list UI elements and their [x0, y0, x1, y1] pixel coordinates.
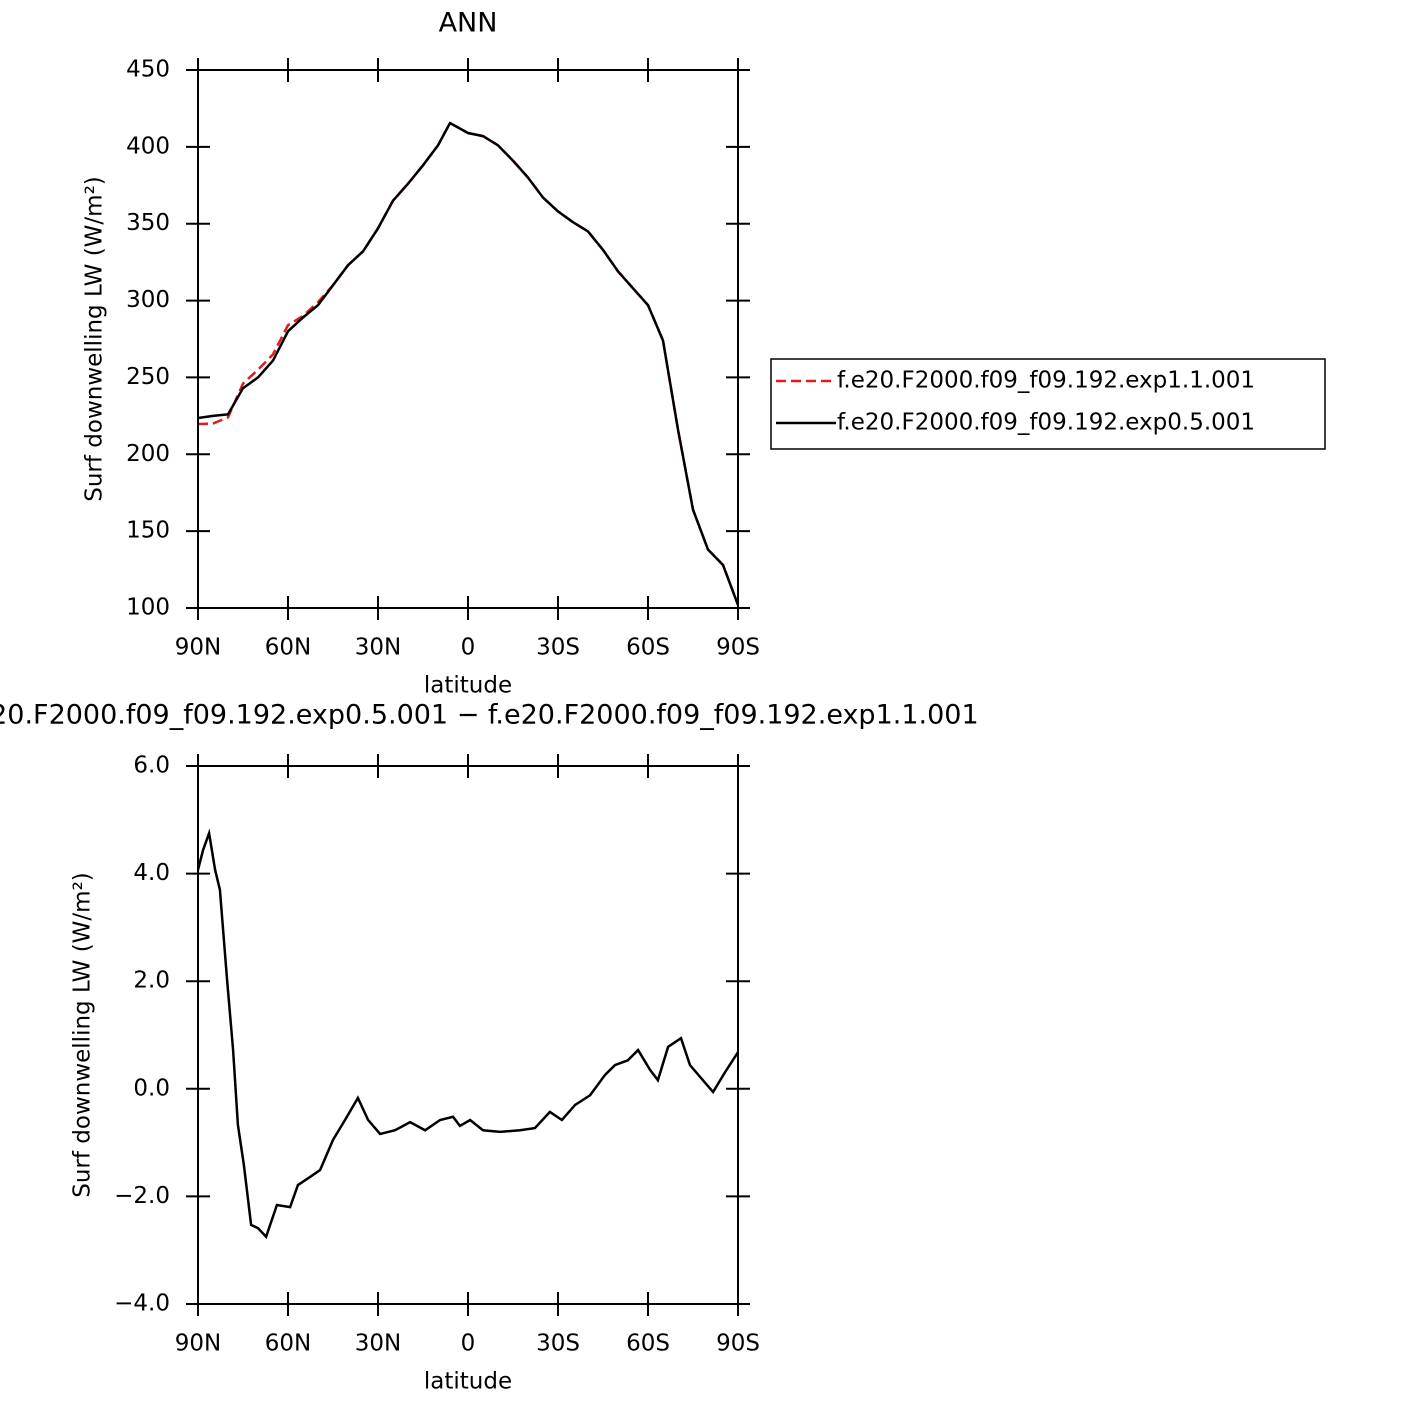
series-line [198, 121, 738, 606]
plot-frame [197, 69, 739, 609]
x-tick-label: 30N [355, 1331, 401, 1357]
legend-label: f.e20.F2000.f09_f09.192.exp0.5.001 [837, 410, 1255, 436]
x-tick-label: 0 [461, 1331, 476, 1357]
y-tick-label: 4.0 [133, 860, 170, 886]
plot-frame [197, 765, 739, 1305]
y-axis-label: Surf downwelling LW (W/m²) [82, 176, 108, 502]
chart-title: ANN [439, 8, 498, 39]
y-tick-label: 250 [126, 364, 170, 390]
y-tick-label: 200 [126, 441, 170, 467]
x-tick-label: 60S [626, 1331, 670, 1357]
chart-title: f.e20.F2000.f09_f09.192.exp0.5.001 − f.e… [0, 700, 979, 731]
x-tick-label: 60N [265, 635, 311, 661]
x-tick-label: 90S [716, 1331, 760, 1357]
series-line [198, 828, 738, 1240]
y-tick-label: 400 [126, 133, 170, 159]
y-axis-label: Surf downwelling LW (W/m²) [70, 872, 96, 1198]
y-tick-label: 300 [126, 287, 170, 313]
x-tick-label: 60N [265, 1331, 311, 1357]
x-axis-label: latitude [424, 673, 512, 699]
x-tick-label: 30N [355, 635, 401, 661]
x-axis-label: latitude [424, 1369, 512, 1395]
y-tick-label: −4.0 [114, 1291, 170, 1317]
y-tick-label: −2.0 [114, 1183, 170, 1209]
legend-label: f.e20.F2000.f09_f09.192.exp1.1.001 [837, 368, 1255, 394]
x-tick-label: 90S [716, 635, 760, 661]
x-tick-label: 30S [536, 1331, 580, 1357]
x-tick-label: 90N [175, 1331, 221, 1357]
x-tick-label: 0 [461, 635, 476, 661]
y-tick-label: 100 [126, 595, 170, 621]
x-tick-label: 30S [536, 635, 580, 661]
legend-box [770, 358, 1326, 450]
y-tick-label: 350 [126, 210, 170, 236]
y-tick-label: 150 [126, 518, 170, 544]
y-tick-label: 6.0 [133, 753, 170, 779]
x-tick-label: 60S [626, 635, 670, 661]
y-tick-label: 2.0 [133, 968, 170, 994]
x-tick-label: 90N [175, 635, 221, 661]
y-tick-label: 0.0 [133, 1075, 170, 1101]
y-tick-label: 450 [126, 57, 170, 83]
series-line [198, 121, 738, 606]
